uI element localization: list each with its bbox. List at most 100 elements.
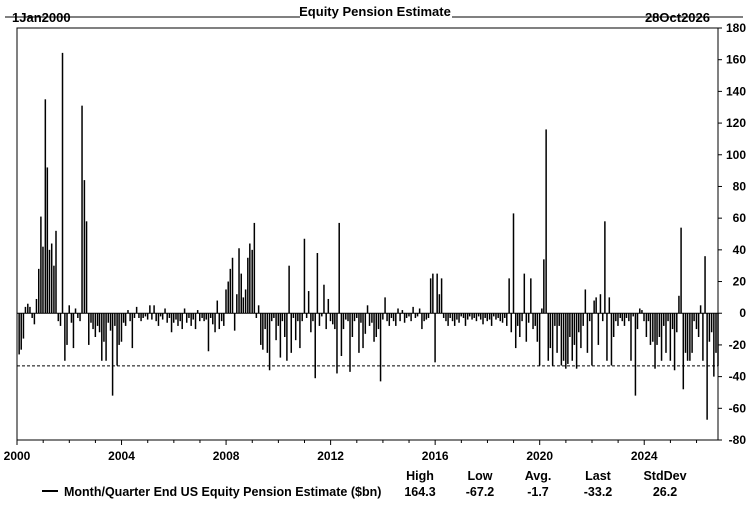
bar xyxy=(643,313,645,322)
bar xyxy=(185,313,188,323)
bar xyxy=(708,313,711,342)
bar xyxy=(384,297,386,314)
bar xyxy=(641,310,643,314)
bar xyxy=(338,222,340,314)
bar xyxy=(345,313,347,320)
bar xyxy=(549,313,552,349)
bar xyxy=(554,313,556,326)
bar xyxy=(116,313,118,366)
bar xyxy=(98,313,101,333)
bar xyxy=(53,265,55,314)
bar xyxy=(676,313,678,333)
bar xyxy=(286,313,288,361)
bar xyxy=(440,278,443,314)
bar xyxy=(717,313,719,366)
bar xyxy=(588,313,591,322)
stats-header: Low xyxy=(468,469,493,483)
bar xyxy=(460,313,462,317)
bar xyxy=(388,313,391,326)
bar xyxy=(279,313,282,358)
bar xyxy=(299,313,301,349)
bar xyxy=(33,313,36,325)
bar xyxy=(172,313,175,323)
bar xyxy=(307,291,310,314)
bar xyxy=(382,313,384,320)
bar xyxy=(294,313,297,341)
bar xyxy=(216,300,219,314)
bar xyxy=(512,213,515,314)
bar xyxy=(534,313,536,326)
bar xyxy=(479,313,482,320)
bar xyxy=(109,313,112,331)
legend-label: Month/Quarter End US Equity Pension Esti… xyxy=(64,485,381,499)
bar xyxy=(482,313,484,325)
bar xyxy=(504,313,506,318)
bar xyxy=(181,313,183,330)
bar xyxy=(397,308,399,314)
bar xyxy=(425,313,428,320)
bar xyxy=(486,313,488,322)
bar xyxy=(695,313,698,330)
bar xyxy=(334,313,336,330)
bar xyxy=(475,313,478,322)
bar xyxy=(608,297,611,314)
bar xyxy=(473,313,475,318)
bar xyxy=(632,313,634,317)
bar xyxy=(57,313,60,322)
bar xyxy=(229,268,232,314)
bar xyxy=(281,313,284,322)
stats-header: StdDev xyxy=(643,469,686,483)
bar xyxy=(236,294,238,314)
bar xyxy=(628,313,630,322)
bar xyxy=(445,313,447,322)
bar xyxy=(699,305,702,314)
bar xyxy=(168,313,171,318)
bar xyxy=(24,306,27,314)
bar xyxy=(560,313,563,366)
bar xyxy=(66,313,68,345)
bar xyxy=(625,313,628,318)
bar xyxy=(20,313,22,350)
x-tick-label: 2016 xyxy=(422,449,449,463)
bar xyxy=(83,180,86,314)
bar xyxy=(170,313,173,333)
bar xyxy=(257,305,260,314)
bar xyxy=(155,313,157,322)
bar xyxy=(373,313,375,342)
y-tick-label: -80 xyxy=(729,433,747,447)
bar xyxy=(68,305,70,314)
bar xyxy=(138,313,140,318)
y-axis: 180 160 140 120 100 80 60 40 20 0 -20 -40 -60 -80 xyxy=(718,21,746,447)
bar xyxy=(70,313,73,323)
bar xyxy=(120,313,123,342)
bar xyxy=(580,313,582,349)
bar xyxy=(220,313,223,322)
bar xyxy=(207,313,210,352)
bar xyxy=(575,313,578,369)
bar xyxy=(90,313,92,323)
bar xyxy=(488,313,491,320)
bar xyxy=(214,313,216,333)
stats-value: -1.7 xyxy=(527,485,549,499)
bar xyxy=(571,313,573,361)
bar xyxy=(312,313,314,322)
stats-value: 164.3 xyxy=(404,485,435,499)
bar xyxy=(405,313,408,318)
bar xyxy=(569,313,571,337)
bar xyxy=(682,313,685,390)
bar xyxy=(288,265,290,314)
bar xyxy=(38,268,40,314)
bar xyxy=(303,238,306,314)
bar xyxy=(29,306,31,314)
x-tick-label: 2024 xyxy=(631,449,658,463)
bar xyxy=(260,313,262,345)
bar xyxy=(74,308,77,314)
bar xyxy=(153,305,155,314)
bar xyxy=(660,313,663,361)
y-tick-label: 140 xyxy=(726,84,746,98)
bar xyxy=(177,313,179,326)
x-tick-label: 2012 xyxy=(317,449,344,463)
x-tick-label: 2020 xyxy=(526,449,553,463)
bar xyxy=(392,313,395,322)
